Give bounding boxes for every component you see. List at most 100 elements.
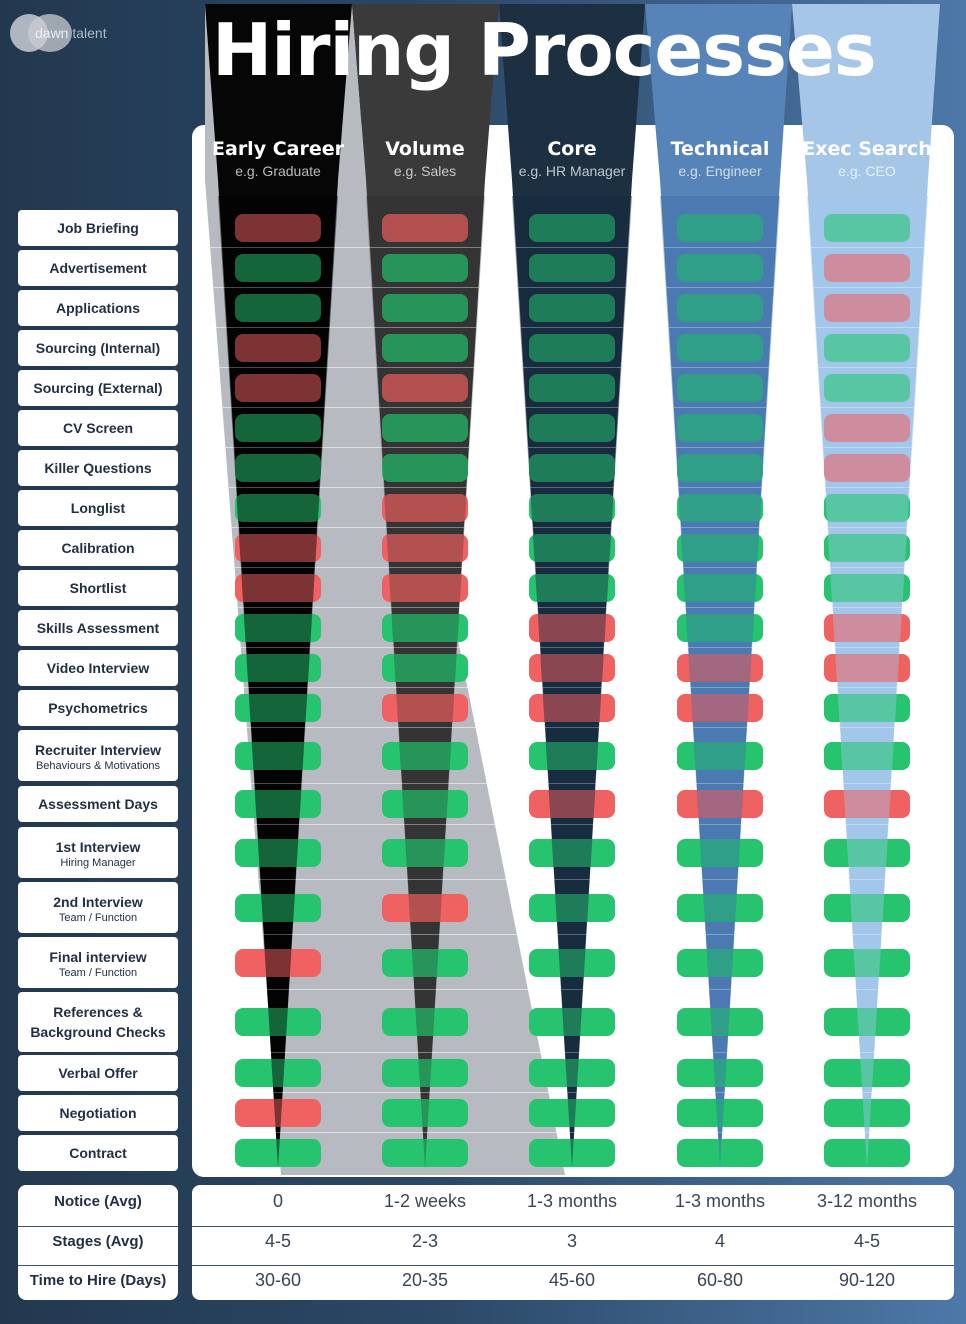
status-pill-green (677, 614, 763, 642)
logo-word-dawn: dawn (35, 25, 69, 41)
status-pill-green (824, 893, 910, 922)
status-pill-green (529, 574, 615, 602)
row-divider (192, 407, 954, 408)
row-divider (192, 879, 954, 880)
summary-value: 2-3 (411, 1231, 438, 1251)
stage-name: Skills Assessment (36, 620, 160, 636)
stage-label-box: Final interview Team / Function (18, 937, 178, 988)
stage-name: Verbal Offer (58, 1065, 138, 1081)
status-pill-green (677, 741, 763, 770)
status-pill-green (382, 294, 468, 322)
status-pill-red (824, 454, 910, 482)
status-pill-green (235, 893, 321, 922)
status-pill-green (529, 534, 615, 562)
status-pill-green (382, 741, 468, 770)
status-pill-green (382, 948, 468, 977)
status-pill-red (529, 790, 615, 818)
status-pill-green (235, 454, 321, 482)
summary-value: 90-120 (838, 1270, 896, 1290)
stage-label-box: Longlist (18, 490, 178, 526)
summary-values-box (192, 1185, 954, 1300)
status-pill-green (529, 334, 615, 362)
status-pill-green (824, 1139, 910, 1167)
stage-subtitle: Background Checks (30, 1024, 166, 1040)
summary-value: 30-60 (254, 1270, 302, 1290)
stage-name: 2nd Interview (53, 893, 143, 910)
stage-name: Sourcing (Internal) (35, 340, 161, 356)
summary-label: Stages (Avg) (52, 1233, 144, 1250)
status-pill-green (677, 294, 763, 322)
summary-value: 3-12 months (816, 1191, 918, 1211)
status-pill-green (824, 741, 910, 770)
status-pill-green (382, 790, 468, 818)
status-pill-green (529, 294, 615, 322)
status-pill-green (529, 494, 615, 522)
stage-label-box: 1st Interview Hiring Manager (18, 827, 178, 878)
summary-value: 4-5 (264, 1231, 291, 1251)
stage-name: Negotiation (59, 1105, 137, 1121)
stage-name: Killer Questions (44, 460, 152, 476)
status-pill-red (382, 534, 468, 562)
stage-name: Sourcing (External) (33, 380, 163, 396)
row-divider (192, 687, 954, 688)
summary-value: 1-3 months (526, 1191, 618, 1211)
column-example: e.g. CEO (838, 163, 896, 179)
status-pill-red (235, 374, 321, 402)
row-divider (192, 1052, 954, 1053)
status-pill-red (235, 214, 321, 242)
status-pill-red (677, 694, 763, 722)
status-pill-green (529, 1008, 615, 1036)
stage-name: References & (53, 1004, 143, 1020)
status-pill-green (677, 838, 763, 867)
summary-divider (18, 1265, 178, 1266)
stage-label-box: Verbal Offer (18, 1055, 178, 1091)
status-pill-green (235, 1008, 321, 1036)
status-pill-green (824, 1099, 910, 1127)
status-pill-green (529, 254, 615, 282)
status-pill-green (235, 614, 321, 642)
status-pill-green (529, 838, 615, 867)
status-pill-red (677, 790, 763, 818)
status-pill-green (382, 654, 468, 682)
stage-name: Psychometrics (48, 700, 148, 716)
column-header-1: Volume e.g. Sales (351, 138, 499, 179)
logo-circle-icon (28, 14, 72, 52)
status-pill-red (824, 654, 910, 682)
stage-label-box: Killer Questions (18, 450, 178, 486)
summary-value: 4 (714, 1231, 725, 1251)
status-pill-green (382, 838, 468, 867)
status-pill-green (824, 534, 910, 562)
stage-subtitle: Team / Function (58, 966, 138, 979)
status-pill-green (677, 374, 763, 402)
stage-name: 1st Interview (55, 838, 141, 855)
status-pill-red (382, 893, 468, 922)
status-pill-green (529, 893, 615, 922)
status-pill-green (677, 494, 763, 522)
status-pill-red (235, 534, 321, 562)
status-pill-green (824, 494, 910, 522)
summary-label: Time to Hire (Days) (29, 1272, 167, 1289)
row-divider (192, 934, 954, 935)
row-divider (192, 989, 954, 990)
status-pill-green (529, 948, 615, 977)
status-pill-green (235, 414, 321, 442)
row-divider (192, 727, 954, 728)
status-pill-green (382, 454, 468, 482)
row-divider (192, 567, 954, 568)
stage-subtitle: Behaviours & Motivations (35, 759, 161, 772)
stage-label-box: References & Background Checks (18, 992, 178, 1052)
column-header-3: Technical e.g. Engineer (646, 138, 794, 179)
stage-name: Recruiter Interview (34, 741, 162, 758)
summary-value: 60-80 (696, 1270, 744, 1290)
status-pill-red (529, 694, 615, 722)
status-pill-green (529, 414, 615, 442)
status-pill-red (235, 334, 321, 362)
stage-name: CV Screen (62, 420, 134, 436)
status-pill-green (529, 1099, 615, 1127)
status-pill-green (529, 454, 615, 482)
stage-name: Video Interview (46, 660, 150, 676)
status-pill-green (529, 214, 615, 242)
status-pill-green (824, 694, 910, 722)
status-pill-green (235, 254, 321, 282)
status-pill-green (677, 1139, 763, 1167)
